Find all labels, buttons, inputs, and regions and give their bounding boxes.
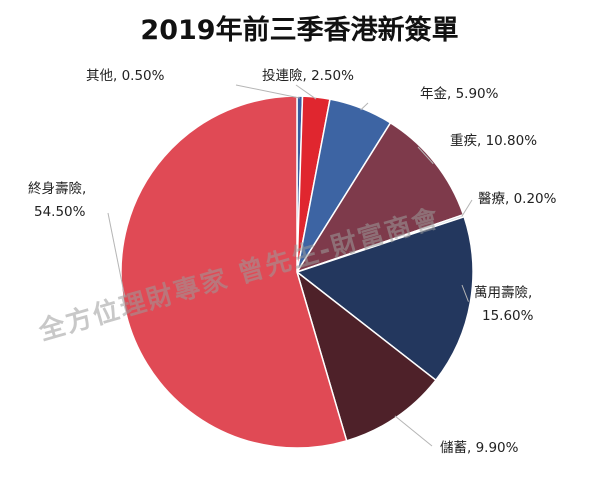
leader-line-2 (295, 84, 317, 100)
leader-line-8 (107, 212, 126, 297)
leader-line-5 (461, 199, 473, 217)
slice-labels: 其他, 0.50% 投連險, 2.50% 年金, 5.90% 重疾, 10.80% 醫療… (28, 68, 557, 456)
slice-label-1: 其他, 0.50% (86, 68, 165, 84)
pie-slice-4 (295, 121, 465, 274)
pie-slices (120, 95, 474, 449)
leader-line-3 (360, 102, 369, 111)
leader-lines (107, 84, 473, 447)
pie-slice-7 (295, 269, 437, 442)
leader-line-6 (461, 284, 469, 302)
chart-title: 2019年前三季香港新簽單 (140, 15, 459, 46)
slice-label-value-8: 54.50% (34, 204, 86, 220)
leader-line-4 (417, 146, 434, 165)
pie-slice-8 (120, 95, 348, 449)
slice-label-7: 儲蓄, 9.90% (440, 440, 519, 456)
leader-line-7 (394, 415, 433, 447)
slice-label-name-8: 終身壽險, (28, 181, 86, 197)
slice-label-3: 年金, 5.90% (420, 86, 499, 102)
leader-line-1 (235, 84, 300, 99)
pie-slice-6 (295, 215, 474, 382)
slice-label-4: 重疾, 10.80% (450, 133, 537, 149)
slice-label-name-6: 萬用壽險, (474, 285, 532, 301)
slice-label-5: 醫療, 0.20% (478, 190, 557, 207)
slice-label-2: 投連險, 2.50% (262, 68, 354, 84)
slice-label-value-6: 15.60% (482, 308, 534, 324)
